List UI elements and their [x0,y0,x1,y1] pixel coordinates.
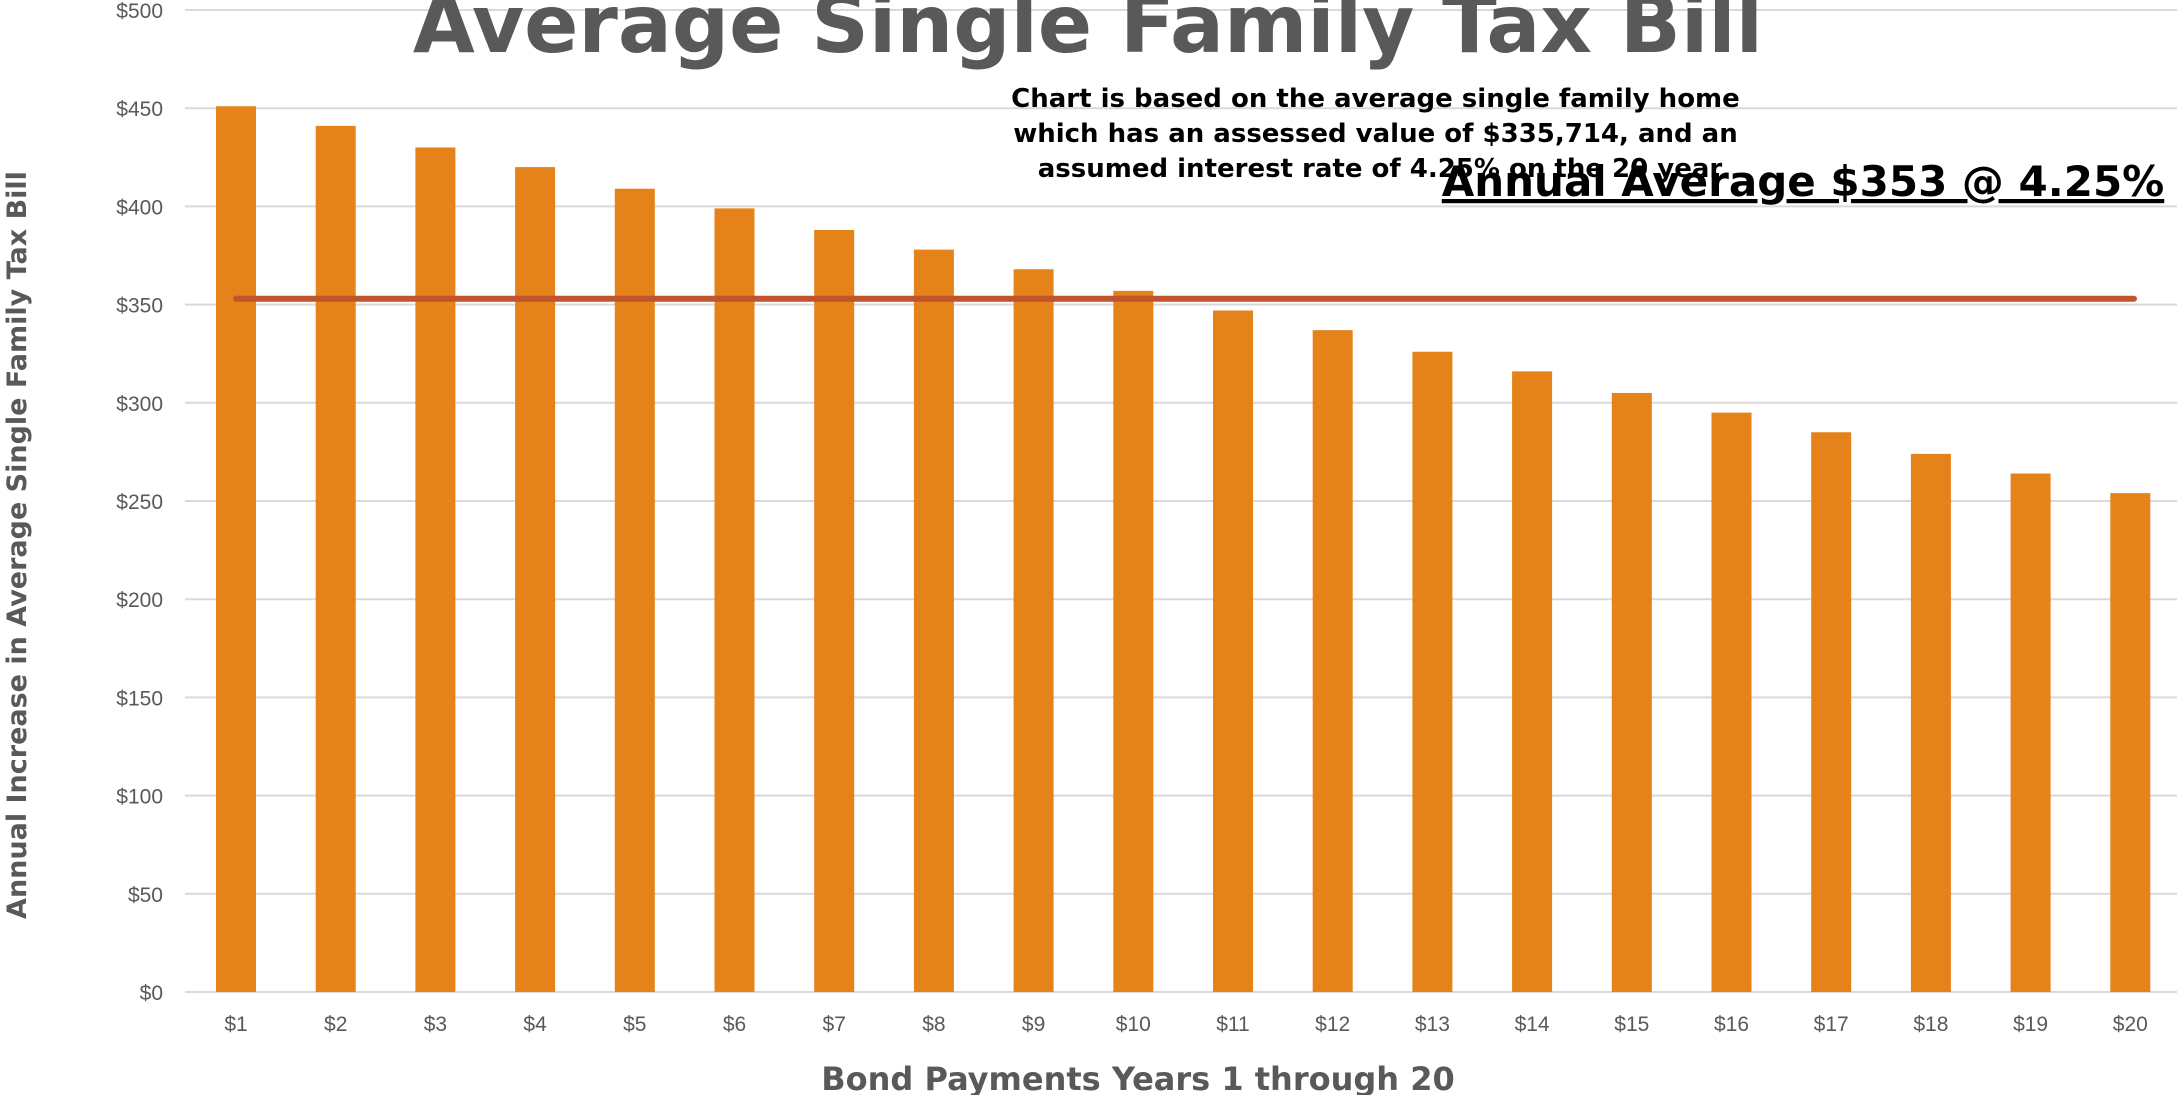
bar [1312,330,1353,993]
chart-note: Chart is based on the average single fam… [1011,84,1749,184]
bar [2010,473,2051,992]
x-tick-label: $1 [224,1013,247,1036]
bar [1611,392,1652,993]
x-tick-label: $2 [324,1013,347,1036]
bar [1113,290,1154,992]
chart-title: Average Single Family Tax Bill [413,0,1763,71]
bar [1512,371,1553,993]
x-tick-label: $16 [1714,1013,1749,1036]
bar [1811,432,1852,992]
bars [216,106,2151,993]
x-tick-label: $3 [424,1013,447,1036]
x-tick-label: $11 [1216,1013,1249,1036]
x-tick-label: $6 [723,1013,746,1036]
x-tick-label: $12 [1315,1013,1350,1036]
x-tick-label: $14 [1515,1013,1550,1036]
bar [1412,351,1453,993]
bar [1910,453,1951,992]
x-tick-label: $15 [1614,1013,1649,1036]
bar [614,188,655,992]
bar [714,208,755,992]
x-tick-label: $17 [1814,1013,1849,1036]
bar [515,167,556,992]
x-tick-label: $18 [1913,1013,1948,1036]
chart-note-line-3: assumed interest rate of 4.25% on the 20… [1038,154,1723,184]
x-tick-label: $20 [2113,1013,2148,1036]
y-tick-label: $50 [128,884,163,907]
chart-note-line-2: which has an assessed value of $335,714,… [1013,119,1738,149]
y-tick-label: $450 [116,98,163,121]
y-axis-label: Annual Increase in Average Single Family… [2,171,33,919]
x-tick-label: $13 [1415,1013,1450,1036]
bar [315,125,356,993]
bar [216,106,256,992]
y-tick-label: $350 [116,295,163,318]
y-tick-labels: $0 $50 $100 $150 $200 $250 $300 $350 $400 $450 $50… [116,0,163,1005]
bar [1213,310,1253,992]
x-tick-label: $10 [1116,1013,1151,1036]
y-tick-label: $200 [116,589,163,612]
x-axis-label: Bond Payments Years 1 through 20 [821,1060,1454,1095]
x-tick-label: $19 [2013,1013,2048,1036]
y-tick-label: $150 [116,687,163,710]
y-tick-label: $250 [116,491,163,514]
average-line-label: Annual Average $353 @ 4.25% [1442,157,2165,206]
x-tick-label: $8 [922,1013,945,1036]
bar [1013,269,1054,992]
bar [814,229,855,992]
x-tick-label: $4 [523,1013,547,1036]
chart-note-line-1: Chart is based on the average single fam… [1011,84,1740,114]
x-tick-label: $5 [623,1013,646,1036]
y-tick-label: $300 [116,393,163,416]
x-tick-labels: $1 $2 $3 $4 $5 $6 $7 $8 $9 $10 $11 $12 $13 $14 $15 $16 $… [224,1013,2148,1036]
bar [2110,493,2151,992]
bar [415,147,456,993]
y-tick-label: $0 [140,982,163,1005]
y-tick-label: $500 [116,0,163,23]
x-tick-label: $9 [1022,1013,1045,1036]
bar [1711,412,1752,992]
bar [913,249,954,992]
x-tick-label: $7 [823,1013,846,1036]
y-tick-label: $100 [116,786,163,809]
y-tick-label: $400 [116,196,163,219]
